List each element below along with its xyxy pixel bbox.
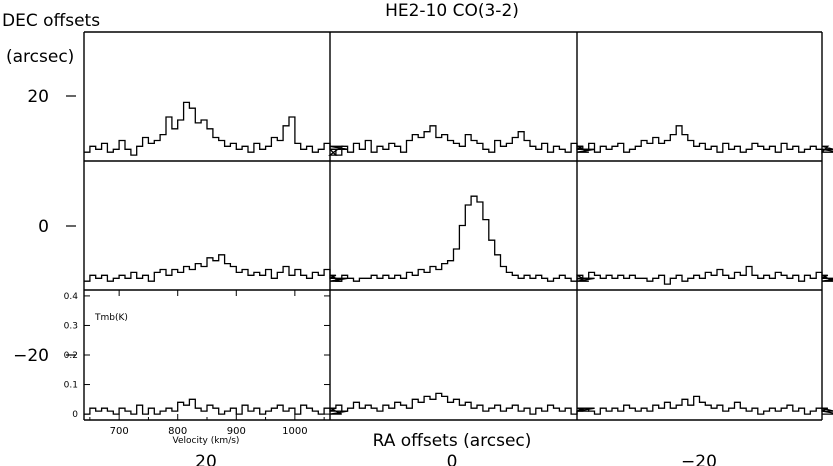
spectrum-ra-20-dec-20	[577, 395, 833, 415]
spectra-layer	[84, 101, 833, 415]
inset-ytick-label-0.1: 0.1	[64, 381, 78, 391]
inset-ytick-label-0.4: 0.4	[64, 292, 79, 302]
inset-ytick-label-0.3: 0.3	[64, 321, 78, 331]
chart-title: HE2-10 CO(3-2)	[385, 1, 519, 21]
y-tick-label-dec-20: 20	[27, 87, 49, 107]
inset-xtick-label-1000: 1000	[282, 426, 307, 437]
inset-xtick-label-700: 700	[110, 426, 129, 437]
y-tick-label-dec-minus-20: −20	[13, 346, 49, 366]
inset-ytick-label-0.2: 0.2	[64, 351, 78, 361]
inset-xtick-label-800: 800	[168, 426, 187, 437]
spectrum-ra0-dec20	[330, 125, 595, 156]
y-axis-label-line2: (arcsec)	[6, 47, 74, 67]
inset-x-axis-label: Velocity (km/s)	[173, 436, 240, 446]
spectrum-ra0-dec-20	[330, 392, 595, 415]
spectrum-ra20-dec-20	[84, 398, 348, 415]
x-tick-label-ra-0: 0	[447, 452, 458, 466]
grid-layer	[66, 31, 823, 421]
x-tick-label-ra-20: 20	[195, 452, 217, 466]
spectrum-ra-20-dec20	[577, 125, 833, 154]
spectrum-ra20-dec0	[84, 254, 348, 282]
inset-axes-layer: 700 800 900 1000 0 0.1 0.2 0.3 0.4	[64, 290, 330, 437]
spectrum-ra20-dec20	[84, 101, 348, 156]
spectrum-ra-20-dec0	[577, 265, 833, 285]
y-tick-label-dec-0: 0	[38, 217, 49, 237]
inset-xtick-label-900: 900	[227, 426, 246, 437]
x-tick-label-ra-minus-20: −20	[681, 452, 717, 466]
spectrum-ra0-dec0	[330, 195, 595, 282]
inset-ytick-label-0: 0	[72, 410, 78, 420]
x-axis-label: RA offsets (arcsec)	[373, 431, 532, 451]
y-axis-label-line1: DEC offsets	[2, 11, 100, 31]
inset-y-axis-label: Tmb(K)	[94, 313, 128, 323]
